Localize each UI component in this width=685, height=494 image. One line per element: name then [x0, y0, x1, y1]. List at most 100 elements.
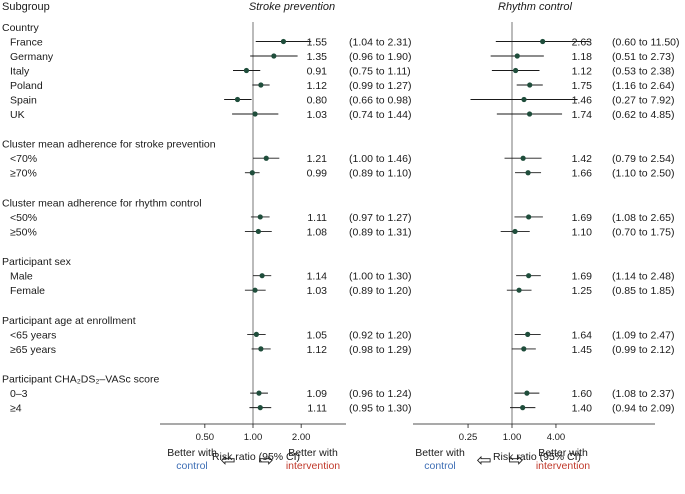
row-label: Female [10, 285, 45, 297]
ci-value: (0.62 to 4.85) [612, 109, 674, 121]
rr-value: 1.66 [572, 168, 593, 180]
point-estimate [525, 170, 531, 176]
x-axis-label: Risk ratio (95% CI) [493, 451, 581, 463]
point-estimate [527, 82, 533, 88]
group-heading: Participant sex [2, 256, 72, 268]
rr-value: 1.12 [307, 344, 328, 356]
point-estimate [521, 96, 527, 103]
row-label: <50% [10, 212, 37, 224]
point-estimate [258, 346, 264, 352]
ci-value: (0.70 to 1.75) [612, 226, 674, 238]
row-label: France [10, 37, 43, 49]
rr-value: 1.42 [572, 153, 593, 165]
rr-value: 1.18 [572, 51, 593, 63]
ci-value: (1.04 to 2.31) [349, 37, 411, 49]
point-estimate [257, 214, 263, 220]
point-estimate [520, 405, 526, 411]
rr-value: 1.64 [572, 329, 593, 341]
rr-value: 0.91 [307, 66, 328, 78]
rr-value: 1.69 [572, 271, 593, 283]
legend-stroke-prevention: Better with control ⇦ ⇨ Better with inte… [167, 447, 340, 472]
row-label: Germany [10, 51, 54, 63]
point-estimate [540, 38, 546, 45]
ci-value: (1.00 to 1.46) [349, 153, 411, 165]
ci-value: (0.97 to 1.27) [349, 212, 411, 224]
rr-value: 1.21 [307, 153, 328, 165]
rhythm-control-title: Rhythm control [498, 1, 573, 13]
ci-value: (0.99 to 2.12) [612, 344, 674, 356]
ci-value: (0.53 to 2.38) [612, 66, 674, 78]
stroke-prevention-title: Stroke prevention [249, 1, 335, 13]
point-estimate [257, 405, 263, 411]
rr-value: 1.74 [572, 109, 593, 121]
row-label: Spain [10, 95, 37, 107]
point-estimate [234, 96, 241, 103]
x-tick-label: 1.00 [503, 432, 522, 443]
point-estimate [526, 214, 532, 220]
group-heading: Country [2, 22, 40, 34]
row-label: <65 years [10, 329, 56, 341]
point-estimate [512, 67, 519, 74]
arrow-right-icon: ⇨ [508, 450, 523, 470]
legend-rhythm-control: Better with control ⇦ ⇨ Better with inte… [415, 447, 590, 472]
point-estimate [249, 170, 255, 176]
ci-value: (0.27 to 7.92) [612, 95, 674, 107]
ci-value: (0.98 to 1.29) [349, 344, 411, 356]
rr-value: 1.46 [572, 95, 593, 107]
rows-layer: Country France Germany Italy Poland Spain UK Cl… [2, 22, 216, 415]
rr-value: 1.12 [307, 80, 328, 92]
rr-value: 1.35 [307, 51, 328, 63]
ci-value: (1.08 to 2.37) [612, 388, 674, 400]
ci-value: (0.89 to 1.20) [349, 285, 411, 297]
legend-control-left: control [176, 460, 208, 472]
rr-value: 1.05 [307, 329, 328, 341]
rr-value: 2.63 [572, 37, 593, 49]
ci-value: (0.95 to 1.30) [349, 403, 411, 415]
rr-value: 0.80 [307, 95, 328, 107]
group-heading: Participant age at enrollment [2, 315, 136, 327]
ci-value: (0.60 to 11.50) [612, 37, 680, 49]
rhythm-control-panel: 0.25 1.00 4.00 Risk ratio (95% CI) 2.63 (0.60… [413, 22, 680, 463]
ci-value: (1.08 to 2.65) [612, 212, 674, 224]
arrow-left-icon: ⇦ [476, 450, 491, 470]
legend-better-with-intervention-right: Better with [538, 447, 588, 459]
point-estimate [256, 390, 262, 396]
row-label: ≥50% [10, 226, 37, 238]
x-tick-label: 0.25 [459, 432, 478, 443]
row-label: 0–3 [10, 388, 28, 400]
row-label: <70% [10, 153, 37, 165]
ci-value: (0.92 to 1.20) [349, 329, 411, 341]
group-heading: Cluster mean adherence for rhythm contro… [2, 197, 202, 209]
rr-value: 1.10 [572, 226, 593, 238]
rr-value: 1.40 [572, 403, 593, 415]
ci-value: (0.96 to 1.24) [349, 388, 411, 400]
rr-value: 1.11 [307, 403, 327, 415]
ci-value: (1.14 to 2.48) [612, 271, 674, 283]
rr-value: 1.45 [572, 344, 593, 356]
rr-value: 1.69 [572, 212, 593, 224]
point-estimate [512, 228, 518, 235]
rr-value: 1.09 [307, 388, 328, 400]
x-axis-label: Risk ratio (95% CI) [212, 451, 300, 463]
row-label: ≥70% [10, 168, 37, 180]
x-tick-label: 1.00 [244, 432, 263, 443]
row-label: UK [10, 109, 25, 121]
row-label: Poland [10, 80, 43, 92]
point-estimate [280, 38, 287, 45]
ci-value: (0.79 to 2.54) [612, 153, 674, 165]
ci-value: (0.66 to 0.98) [349, 95, 411, 107]
ci-value: (0.94 to 2.09) [612, 403, 674, 415]
ci-value: (1.16 to 2.64) [612, 80, 674, 92]
rr-value: 1.25 [572, 285, 593, 297]
arrow-right-icon: ⇨ [258, 450, 273, 470]
point-estimate [259, 273, 265, 279]
rr-value: 1.14 [307, 271, 328, 283]
row-label: ≥4 [10, 403, 22, 415]
group-heading: Cluster mean adherence for stroke preven… [2, 139, 216, 151]
rr-value: 1.75 [572, 80, 593, 92]
x-tick-label: 2.00 [292, 432, 311, 443]
x-tick-label: 4.00 [547, 432, 566, 443]
point-estimate [252, 111, 258, 117]
ci-value: (0.89 to 1.31) [349, 226, 411, 238]
